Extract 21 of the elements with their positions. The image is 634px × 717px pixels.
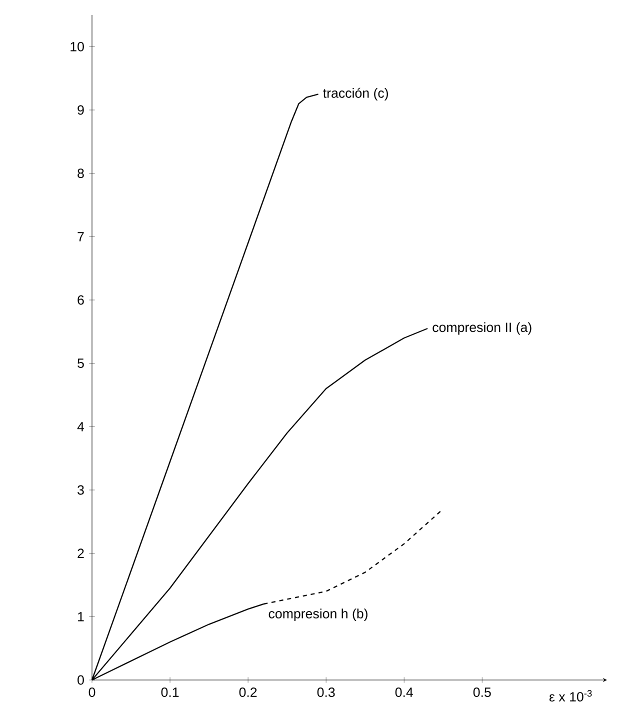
- series-label: tracción (c): [323, 88, 388, 100]
- y-tick-label: 7: [78, 232, 84, 242]
- x-tick-label: 0: [88, 688, 96, 697]
- y-tick-label: 10: [70, 42, 84, 52]
- x-tick-label: 0.3: [317, 688, 335, 697]
- x-tick-label: 0.2: [239, 688, 257, 697]
- y-tick-label: 1: [78, 612, 84, 622]
- x-axis-title: ε x 10$^{-3}$: [549, 690, 592, 702]
- y-tick-label: 0: [78, 675, 84, 685]
- y-tick-label: 3: [78, 485, 84, 495]
- y-tick-label: 8: [78, 168, 84, 178]
- y-tick-label: 2: [78, 548, 84, 558]
- y-tick-label: 5: [78, 358, 84, 368]
- y-tick-label: 6: [78, 295, 84, 305]
- y-tick-label: 9: [78, 105, 84, 115]
- series-label: compresion h (b): [268, 608, 368, 622]
- series-label: compresion II (a): [432, 322, 532, 335]
- x-tick-label: 0.1: [161, 688, 179, 697]
- x-tick-label: 0.5: [473, 688, 491, 697]
- x-tick-label: 0.4: [395, 688, 413, 697]
- y-tick-label: 4: [77, 422, 84, 432]
